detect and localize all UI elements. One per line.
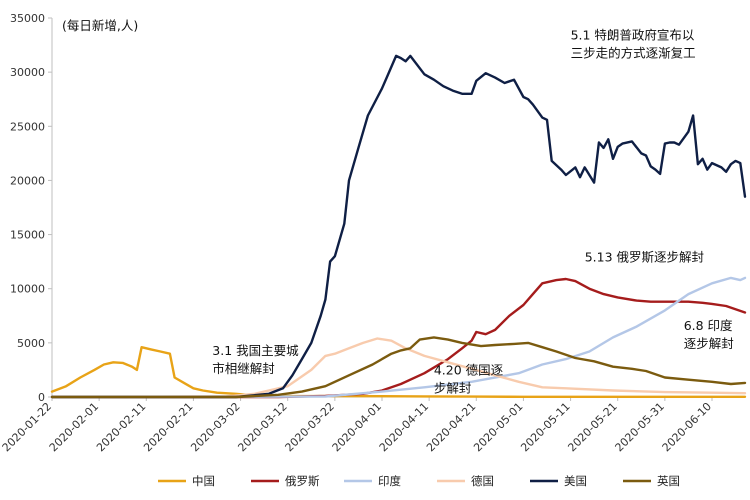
y-tick-label: 5000 (17, 337, 45, 350)
legend-label: 俄罗斯 (285, 474, 320, 488)
annotation-0: 5.1 特朗普政府宣布以三步走的方式逐渐复工 (571, 28, 696, 61)
series-lines (50, 54, 747, 399)
legend: 中国 俄罗斯 印度 德国 美国 英国 (158, 474, 680, 488)
y-tick-label: 35000 (10, 12, 45, 25)
annotation-1: 5.13 俄罗斯逐步解封 (585, 250, 704, 265)
x-tick-label: 2020-05-11 (518, 400, 572, 454)
x-tick-label: 2020-03-02 (188, 400, 242, 454)
x-tick-label: 2020-03-12 (235, 400, 289, 454)
legend-label: 英国 (657, 474, 680, 488)
x-axis-ticks: 2020-01-222020-02-012020-02-112020-02-21… (0, 397, 714, 454)
x-tick-label: 2020-04-21 (424, 400, 478, 454)
annotations: 5.1 特朗普政府宣布以三步走的方式逐渐复工 5.13 俄罗斯逐步解封 6.8 印度… (212, 28, 733, 396)
x-tick-label: 2020-03-22 (283, 400, 337, 454)
y-tick-label: 30000 (10, 66, 45, 79)
series-line-4 (50, 54, 747, 399)
series-line-0 (50, 346, 747, 398)
y-tick-label: 25000 (10, 120, 45, 133)
x-tick-label: 2020-05-01 (471, 400, 525, 454)
axes (51, 18, 745, 398)
y-tick-label: 15000 (10, 229, 45, 242)
unit-label: (每日新增,人) (62, 18, 138, 33)
y-tick-label: 10000 (10, 283, 45, 296)
x-tick-label: 2020-02-11 (94, 400, 148, 454)
series-line-2 (50, 276, 747, 399)
x-tick-label: 2020-02-21 (141, 400, 195, 454)
y-axis-ticks: 0 5000 10000 15000 20000 25000 30000 35000 (10, 12, 52, 404)
legend-label: 印度 (378, 474, 401, 488)
x-tick-label: 2020-04-11 (377, 400, 431, 454)
annotation-3: 3.1 我国主要城市相继解封 (212, 343, 299, 376)
legend-label: 中国 (192, 474, 215, 488)
y-tick-label: 20000 (10, 174, 45, 187)
annotation-4: 4.20 德国逐步解封 (434, 362, 504, 395)
series-line-1 (50, 277, 747, 399)
annotation-2: 6.8 印度逐步解封 (684, 318, 734, 351)
x-tick-label: 2020-01-22 (0, 400, 54, 454)
x-tick-label: 2020-02-01 (47, 400, 101, 454)
x-tick-label: 2020-05-31 (613, 400, 667, 454)
x-tick-label: 2020-05-21 (565, 400, 619, 454)
series-line-3 (50, 337, 747, 399)
legend-label: 美国 (564, 474, 587, 488)
x-tick-label: 2020-04-01 (330, 400, 384, 454)
x-tick-label: 2020-06-10 (660, 400, 714, 454)
series-line-5 (50, 336, 747, 399)
y-tick-label: 0 (38, 391, 45, 404)
legend-label: 德国 (471, 474, 494, 488)
